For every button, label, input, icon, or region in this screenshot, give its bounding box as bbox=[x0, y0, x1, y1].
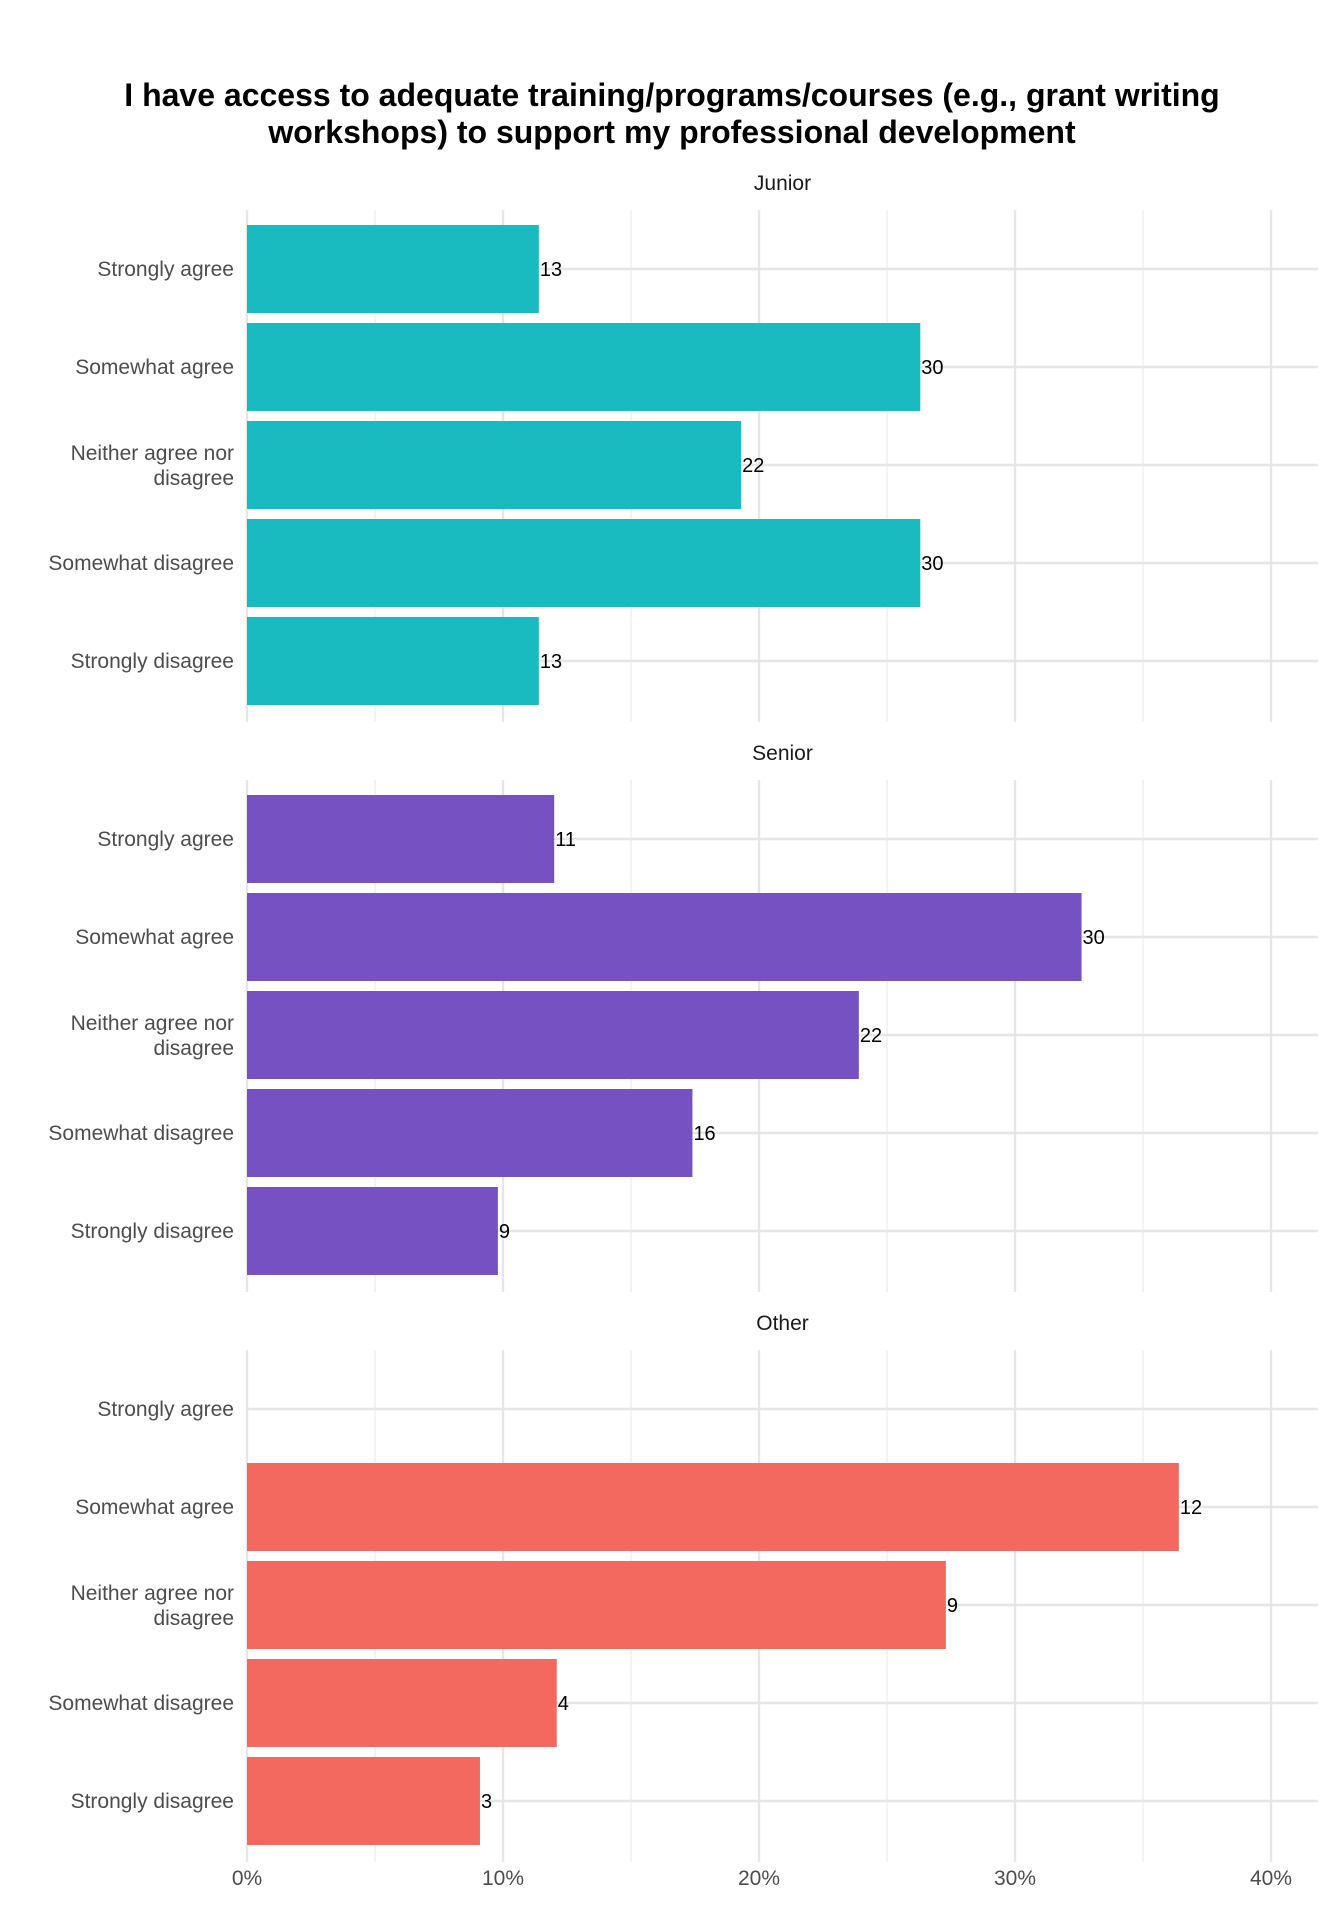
facet-strip-label: Junior bbox=[754, 172, 811, 195]
category-label: disagree bbox=[153, 467, 234, 490]
bar-value-label: 9 bbox=[499, 1221, 510, 1243]
bar-value-label: 30 bbox=[1083, 927, 1105, 949]
category-label: Somewhat agree bbox=[75, 356, 234, 379]
bar bbox=[247, 1561, 946, 1649]
bar-value-label: 4 bbox=[558, 1693, 569, 1715]
bar-value-label: 16 bbox=[693, 1123, 715, 1145]
bar bbox=[247, 1659, 557, 1747]
bar-value-label: 30 bbox=[921, 553, 943, 575]
bar bbox=[247, 795, 555, 883]
bar-value-label: 3 bbox=[481, 1791, 492, 1813]
facet-strip-label: Senior bbox=[752, 742, 813, 765]
category-label: Somewhat disagree bbox=[48, 1692, 234, 1715]
bar-value-label: 22 bbox=[742, 455, 764, 477]
bar-value-label: 30 bbox=[921, 357, 943, 379]
bar bbox=[247, 421, 742, 509]
category-label: disagree bbox=[153, 1037, 234, 1060]
bar-value-label: 11 bbox=[555, 829, 576, 851]
category-label: Somewhat agree bbox=[75, 1496, 234, 1519]
x-tick-label: 30% bbox=[994, 1867, 1036, 1890]
bar bbox=[247, 991, 859, 1079]
bar bbox=[247, 893, 1082, 981]
bar bbox=[247, 1187, 498, 1275]
category-label: Strongly agree bbox=[97, 258, 234, 281]
category-label: Strongly agree bbox=[97, 828, 234, 851]
x-tick-label: 20% bbox=[738, 1867, 780, 1890]
category-label: Somewhat disagree bbox=[48, 1122, 234, 1145]
bar-value-label: 9 bbox=[947, 1595, 958, 1617]
bar bbox=[247, 1463, 1179, 1551]
bar bbox=[247, 225, 539, 313]
x-tick-label: 10% bbox=[482, 1867, 524, 1890]
bar bbox=[247, 1089, 693, 1177]
chart-title-line: I have access to adequate training/progr… bbox=[124, 77, 1219, 113]
x-tick-label: 0% bbox=[232, 1867, 262, 1890]
bar-value-label: 13 bbox=[540, 259, 562, 281]
category-label: Strongly disagree bbox=[71, 650, 234, 673]
category-label: Strongly agree bbox=[97, 1398, 234, 1421]
category-label: Neither agree nor bbox=[71, 442, 234, 465]
category-label: Neither agree nor bbox=[71, 1582, 234, 1605]
bar bbox=[247, 1757, 480, 1845]
bar-value-label: 22 bbox=[860, 1025, 882, 1047]
category-label: Somewhat disagree bbox=[48, 552, 234, 575]
x-tick-label: 40% bbox=[1250, 1867, 1292, 1890]
bar bbox=[247, 519, 921, 607]
category-label: Strongly disagree bbox=[71, 1220, 234, 1243]
bar bbox=[247, 617, 539, 705]
bar-value-label: 12 bbox=[1180, 1497, 1202, 1519]
bar bbox=[247, 323, 921, 411]
facet-strip-label: Other bbox=[756, 1312, 809, 1335]
category-label: Somewhat agree bbox=[75, 926, 234, 949]
bar-value-label: 13 bbox=[540, 651, 562, 673]
chart-title-line: workshops) to support my professional de… bbox=[267, 114, 1076, 150]
category-label: Neither agree nor bbox=[71, 1012, 234, 1035]
category-label: Strongly disagree bbox=[71, 1790, 234, 1813]
category-label: disagree bbox=[153, 1607, 234, 1630]
